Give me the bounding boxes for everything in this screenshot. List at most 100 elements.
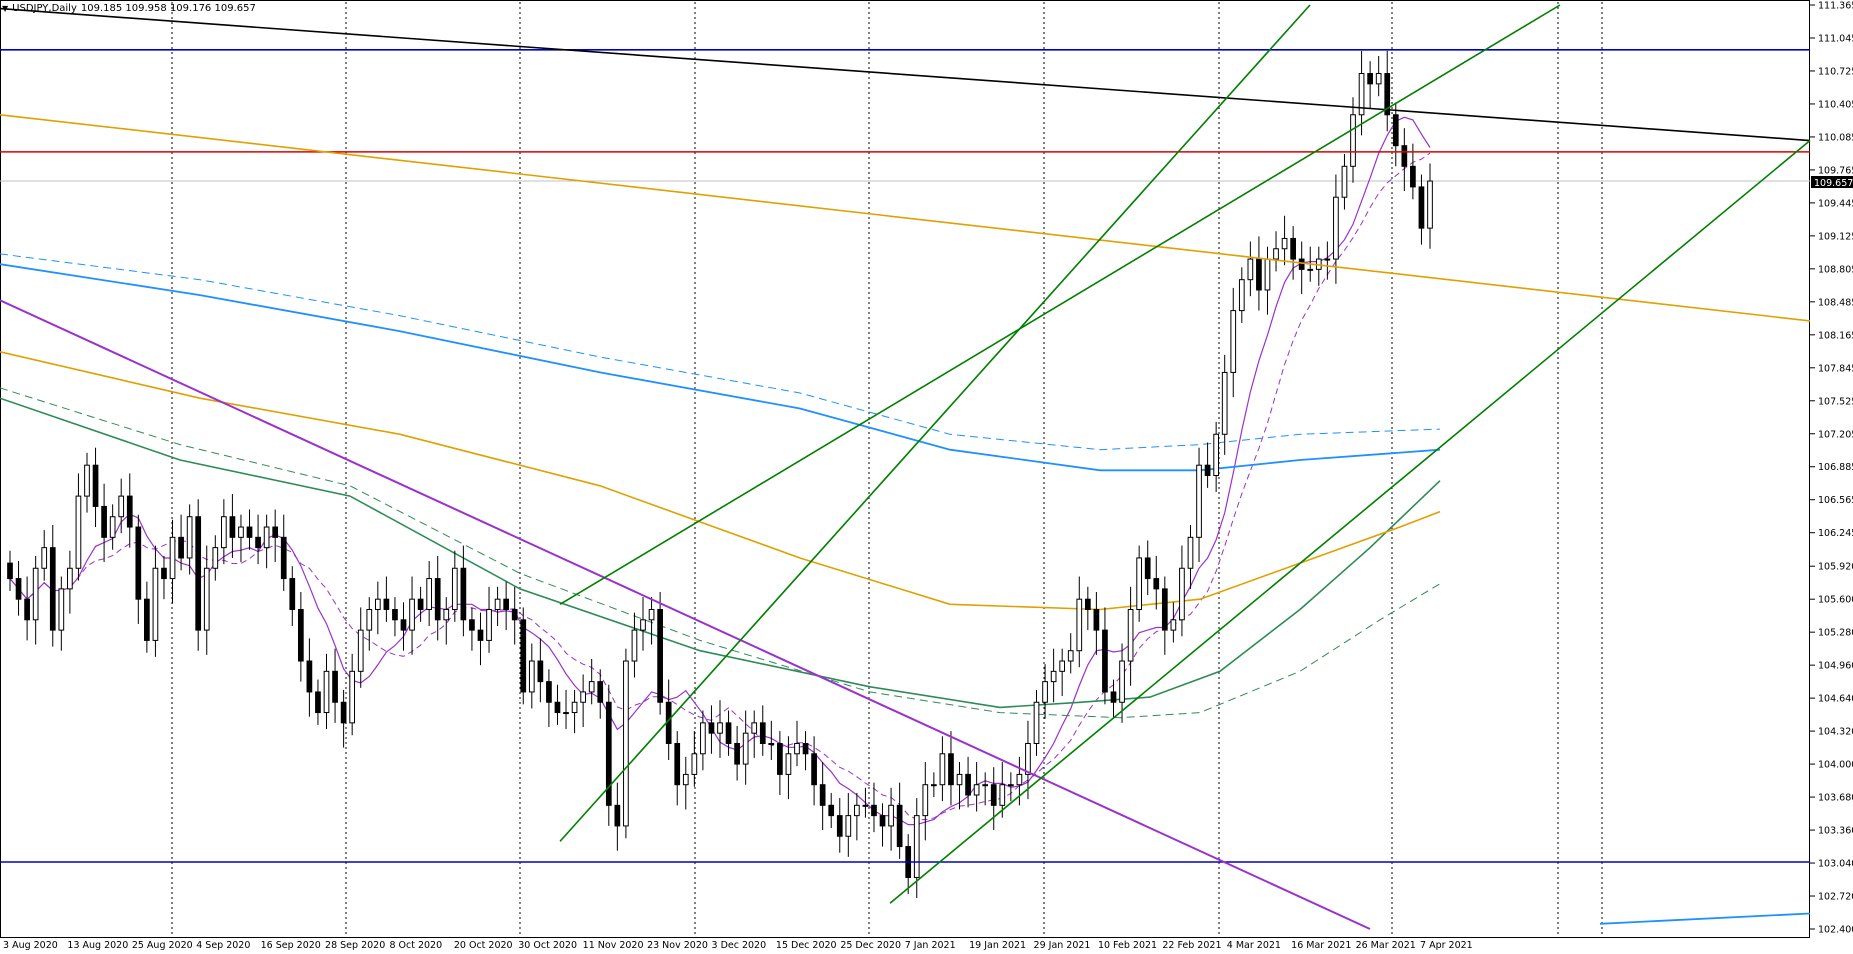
candle-body (973, 784, 980, 796)
orange-trend-line[interactable] (0, 113, 1811, 322)
candle-body (674, 742, 681, 786)
candle-body (1093, 608, 1100, 631)
candle-body (1358, 73, 1365, 116)
date-tick-label: 25 Aug 2020 (132, 940, 193, 951)
candle-body (67, 567, 73, 590)
price-tick-label: 104.640 (1818, 694, 1853, 705)
candle-body (238, 526, 244, 538)
candle-body (41, 547, 48, 569)
candle-body (657, 608, 663, 703)
date-tick-label: 3 Dec 2020 (712, 940, 767, 951)
candle-body (460, 567, 467, 621)
channel-middle-line[interactable] (559, 4, 1561, 606)
candle-body (1059, 660, 1066, 672)
candle-body (1307, 268, 1314, 271)
candle-body (1076, 598, 1083, 652)
price-tick-label: 108.485 (1818, 297, 1853, 308)
trendlines[interactable] (0, 4, 1811, 930)
candle-body (1350, 114, 1356, 167)
price-tick-label: 102.720 (1818, 892, 1853, 903)
candle-body (1256, 258, 1262, 291)
candle-body (1213, 433, 1219, 477)
candle-body (92, 464, 99, 507)
candle-body (785, 753, 792, 775)
candle-body (1033, 701, 1040, 744)
date-tick-label: 16 Sep 2020 (261, 940, 321, 951)
candle-body (409, 598, 415, 631)
candle-body (1401, 145, 1408, 167)
price-tick-label: 110.725 (1818, 66, 1853, 77)
date-tick-label: 26 Mar 2021 (1356, 940, 1416, 951)
candle-body (896, 804, 903, 848)
candle-body (871, 804, 877, 817)
candle-body (948, 753, 954, 786)
candle-body (939, 753, 946, 786)
date-tick-label: 28 Sep 2020 (325, 940, 385, 951)
channel-upper-line[interactable] (559, 4, 1311, 842)
candle-body (1102, 629, 1108, 693)
candle-body (1042, 681, 1048, 703)
purple-downtrend-line[interactable] (0, 299, 1371, 930)
candle-body (931, 784, 937, 787)
candle-body (528, 660, 535, 693)
long-downtrend-line[interactable] (0, 7, 1811, 142)
candle-body (58, 588, 65, 631)
candle-body (161, 567, 167, 580)
ma-blue-tail-line (1599, 912, 1811, 925)
candle-body (1333, 196, 1339, 260)
date-tick-label: 4 Sep 2020 (196, 940, 250, 951)
candle-body (691, 753, 698, 775)
candle-body (1204, 464, 1211, 477)
date-tick-label: 15 Dec 2020 (776, 940, 837, 951)
candle-body (1410, 165, 1416, 188)
candle-body (1375, 73, 1382, 85)
candle-body (212, 547, 219, 569)
date-tick-label: 22 Feb 2021 (1162, 940, 1221, 951)
candle-body (366, 608, 373, 631)
date-tick-label: 16 Mar 2021 (1291, 940, 1351, 951)
candle-body (999, 784, 1006, 806)
candle-body (15, 578, 22, 600)
candle-body (1281, 237, 1288, 250)
date-tick-label: 25 Dec 2020 (840, 940, 901, 951)
triangle-down-icon[interactable]: ▼ (2, 4, 9, 13)
candle-body (1161, 588, 1168, 631)
candle-body (546, 681, 552, 703)
candle-body (1392, 114, 1399, 147)
ma-blue-dashed-line (0, 253, 1441, 451)
price-tick-label: 110.405 (1818, 99, 1853, 110)
channel-lower-line[interactable] (889, 139, 1811, 904)
symbol-label: USDJPY,Daily (12, 3, 77, 14)
candle-body (879, 815, 886, 827)
date-tick-label: 13 Aug 2020 (67, 940, 128, 951)
candle-body (494, 598, 501, 610)
candle-body (246, 526, 253, 538)
candle-body (811, 753, 817, 786)
current-price-marker: 109.657 (1811, 176, 1853, 189)
price-tick-label: 102.400 (1818, 925, 1853, 936)
candle-body (101, 505, 107, 538)
candle-body (1196, 464, 1202, 538)
date-tick-label: 7 Jan 2021 (905, 940, 956, 951)
candle-body (118, 495, 125, 518)
candle-body (451, 567, 458, 610)
candle-body (126, 495, 133, 528)
candle-body (1221, 371, 1228, 435)
candle-body (32, 567, 39, 621)
candle-body (349, 670, 356, 724)
price-tick-label: 107.205 (1818, 429, 1853, 440)
candle-body (75, 495, 82, 569)
price-tick-label: 104.000 (1818, 760, 1853, 771)
price-tick-label: 106.245 (1818, 528, 1853, 539)
ma-green-dashed-line (0, 387, 1441, 719)
candle-body (734, 742, 740, 765)
candlesticks (7, 50, 1433, 899)
candle-body (640, 619, 646, 631)
candle-body (571, 701, 578, 714)
candle-body (374, 598, 381, 610)
candle-body (888, 804, 894, 827)
candle-body (477, 629, 484, 641)
candle-body (289, 578, 296, 610)
candle-body (1290, 237, 1296, 260)
